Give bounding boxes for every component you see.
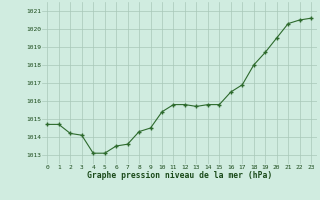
X-axis label: Graphe pression niveau de la mer (hPa): Graphe pression niveau de la mer (hPa) (87, 171, 272, 180)
